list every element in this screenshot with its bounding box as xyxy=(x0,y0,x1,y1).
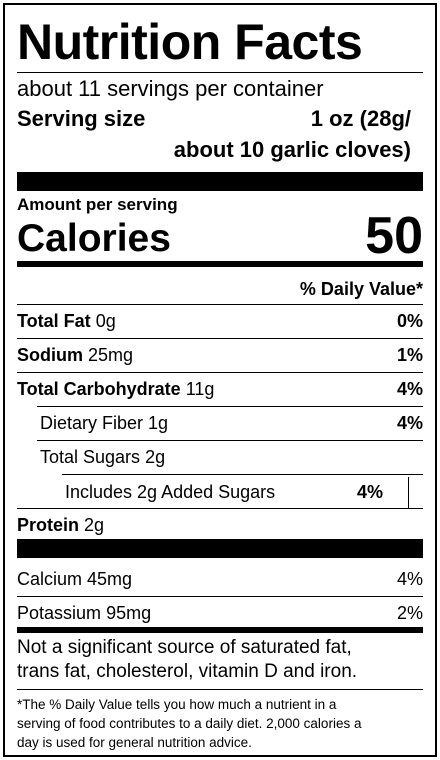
total-carbohydrate-label: Total Carbohydrate xyxy=(17,379,181,399)
total-carbohydrate-dv: 4% xyxy=(396,379,423,399)
calcium-dv: 4% xyxy=(396,569,423,589)
sodium-row: Sodium 25mg xyxy=(17,346,133,364)
daily-value-header: % Daily Value* xyxy=(299,279,423,299)
footnote-line2: serving of food contributes to a daily d… xyxy=(17,716,362,731)
total-carbohydrate-row: Total Carbohydrate 11g xyxy=(17,380,214,398)
serving-size-value-line1: 1 oz (28g/ xyxy=(310,106,411,131)
added-sugars-label: Includes 2g Added Sugars xyxy=(65,482,276,502)
rule-total-fat xyxy=(17,338,423,339)
footnote-line1: *The % Daily Value tells you how much a … xyxy=(17,697,337,712)
total-sugars-row: Total Sugars 2g xyxy=(40,448,165,466)
calories-value: 50 xyxy=(365,207,423,265)
footnote-line3: day is used for general nutrition advice… xyxy=(17,735,252,750)
calcium-amount: 45mg xyxy=(87,569,133,589)
rule-added-sugars xyxy=(17,508,423,509)
calcium-label: Calcium xyxy=(17,569,83,589)
protein-row: Protein 2g xyxy=(17,516,104,534)
total-fat-amount: 0g xyxy=(95,311,116,331)
total-fat-dv: 0% xyxy=(396,311,423,331)
rule-dietary-fiber xyxy=(37,440,423,441)
nutrition-facts-label: Nutrition Facts about 11 servings per co… xyxy=(3,3,437,757)
calcium-row: Calcium 45mg xyxy=(17,570,132,588)
thick-rule-top xyxy=(17,172,423,191)
not-significant-line2: trans fat, cholesterol, vitamin D and ir… xyxy=(17,661,358,682)
not-significant-line1: Not a significant source of saturated fa… xyxy=(17,637,352,658)
total-carbohydrate-amount: 11g xyxy=(185,379,215,399)
amount-per-serving: Amount per serving xyxy=(17,195,178,214)
dietary-fiber-dv: 4% xyxy=(396,413,423,433)
total-fat-row: Total Fat 0g xyxy=(17,312,116,330)
medium-rule-bottom xyxy=(17,627,423,633)
protein-label: Protein xyxy=(17,515,80,535)
potassium-amount: 95mg xyxy=(106,603,152,623)
rule-calcium xyxy=(17,596,423,597)
total-sugars-label: Total Sugars xyxy=(40,447,141,467)
sodium-amount: 25mg xyxy=(88,345,134,365)
dietary-fiber-amount: 1g xyxy=(148,413,169,433)
total-fat-label: Total Fat xyxy=(17,311,91,331)
serving-size-value-line2: about 10 garlic cloves) xyxy=(173,137,411,162)
rule-footnote xyxy=(17,689,423,690)
title-rule xyxy=(17,72,423,73)
added-sugars-dv: 4% xyxy=(357,482,384,502)
sodium-label: Sodium xyxy=(17,345,83,365)
potassium-label: Potassium xyxy=(17,603,102,623)
rule-sodium xyxy=(17,372,423,373)
total-sugars-amount: 2g xyxy=(145,447,166,467)
dietary-fiber-row: Dietary Fiber 1g xyxy=(40,414,168,432)
added-sugars-divider xyxy=(408,477,409,509)
thick-rule-middle xyxy=(17,539,423,558)
dietary-fiber-label: Dietary Fiber xyxy=(40,413,144,433)
sodium-dv: 1% xyxy=(396,345,423,365)
label-title: Nutrition Facts xyxy=(17,14,363,70)
servings-per-container: about 11 servings per container xyxy=(17,76,324,101)
calories-label: Calories xyxy=(17,217,171,260)
medium-rule-calories xyxy=(17,261,423,267)
potassium-dv: 2% xyxy=(396,603,423,623)
protein-amount: 2g xyxy=(84,515,105,535)
rule-total-sugars xyxy=(62,474,423,475)
potassium-row: Potassium 95mg xyxy=(17,604,151,622)
rule-dv-header xyxy=(17,304,423,305)
rule-total-carbohydrate xyxy=(37,406,423,407)
serving-size-label: Serving size xyxy=(17,106,146,131)
